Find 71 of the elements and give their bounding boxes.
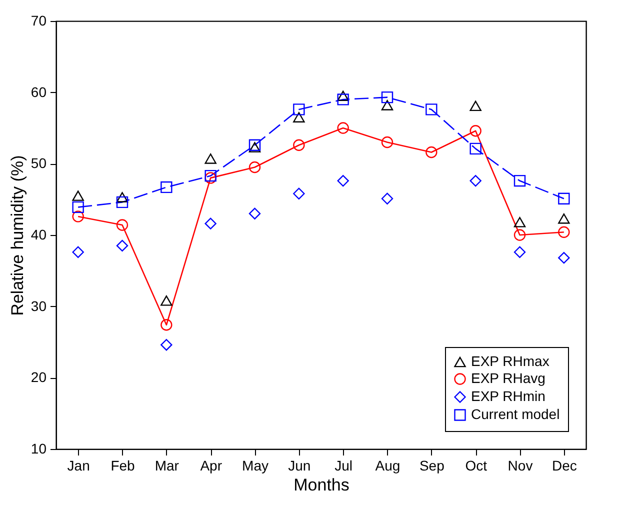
point — [160, 339, 172, 351]
legend-label: EXP RHmin — [471, 388, 546, 404]
point — [116, 192, 128, 202]
point — [558, 252, 570, 264]
y-tick-label: 10 — [30, 440, 47, 456]
x-tick-label: Dec — [552, 458, 577, 474]
point — [337, 90, 349, 102]
y-tick-label: 60 — [30, 84, 47, 100]
x-tick-label: Nov — [508, 458, 533, 474]
point — [558, 192, 570, 204]
point — [426, 104, 438, 116]
point — [381, 136, 394, 148]
point — [160, 295, 172, 306]
point — [381, 91, 394, 104]
x-tick-label: Apr — [200, 458, 222, 474]
point — [337, 94, 349, 106]
point — [72, 201, 84, 214]
x-axis-title: Months — [294, 476, 350, 494]
x-tick-label: Feb — [110, 458, 136, 474]
point — [381, 100, 394, 110]
point — [558, 226, 570, 238]
point — [426, 146, 438, 158]
x-tick-label: Sep — [419, 458, 445, 474]
point — [514, 174, 526, 187]
y-tick-label: 70 — [30, 12, 47, 28]
y-tick-label: 50 — [30, 155, 47, 172]
legend-label: EXP RHavg — [471, 370, 546, 386]
point — [160, 181, 172, 194]
point — [248, 208, 261, 220]
y-axis-title: Relative humidity (%) — [8, 155, 27, 316]
point — [470, 100, 482, 112]
point — [72, 210, 84, 222]
y-tick-label: 40 — [30, 226, 47, 242]
point — [470, 174, 482, 187]
y-tick-label: 30 — [30, 298, 47, 314]
point — [248, 161, 261, 174]
x-tick-label: Mar — [154, 458, 180, 474]
x-tick-label: Aug — [375, 458, 400, 474]
point — [337, 174, 349, 187]
point — [72, 190, 84, 201]
point — [160, 319, 172, 331]
point — [248, 142, 261, 152]
x-tick-label: Jan — [67, 458, 90, 474]
point — [470, 125, 482, 137]
point — [204, 170, 216, 182]
point — [204, 154, 216, 164]
point — [470, 142, 482, 155]
point — [293, 104, 305, 116]
legend-label: EXP RHmax — [471, 353, 550, 369]
point — [248, 139, 261, 151]
point — [514, 229, 526, 241]
point — [204, 218, 216, 230]
point — [381, 192, 394, 204]
point — [293, 139, 305, 151]
point — [337, 122, 349, 134]
y-tick-label: 20 — [30, 369, 47, 386]
x-tick-label: May — [242, 458, 268, 474]
x-tick-label: Jun — [288, 458, 311, 474]
point — [514, 217, 526, 228]
x-tick-label: Jul — [334, 458, 353, 474]
point — [204, 172, 216, 184]
point — [116, 219, 128, 231]
point — [116, 240, 128, 252]
legend-label: Current model — [471, 406, 560, 422]
point — [293, 112, 305, 122]
point — [116, 196, 128, 208]
point — [72, 246, 84, 258]
point — [514, 246, 526, 258]
point — [293, 188, 305, 200]
x-tick-label: Oct — [465, 458, 488, 474]
point — [558, 213, 570, 224]
